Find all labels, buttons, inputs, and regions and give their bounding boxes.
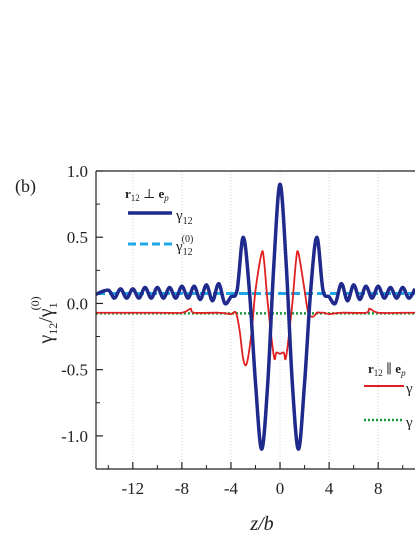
x-tick-label: -4 xyxy=(224,479,239,498)
legend-label-gamma12-0-par: γ xyxy=(405,415,413,431)
ticks: -12 -8 -4 0 4 8 1.0 0.5 0.0 -0.5 -1.0 xyxy=(61,162,404,498)
y-tick-label: 1.0 xyxy=(67,162,88,181)
legend-perpendicular: r12 ⊥ ep γ12 γ12(0) xyxy=(125,186,193,258)
legend-parallel: r12 ∥ ep γ γ xyxy=(364,361,413,431)
legend-label-gamma12-par: γ xyxy=(405,381,413,397)
panel-label: (b) xyxy=(15,176,36,197)
y-tick-label: -1.0 xyxy=(61,427,88,446)
series-layer xyxy=(96,182,415,451)
x-axis-label: z/b xyxy=(249,513,273,535)
x-tick-label: -12 xyxy=(121,479,144,498)
y-axis-label: γ12/γ1(0) xyxy=(28,296,60,344)
y-tick-label: 0.0 xyxy=(67,294,88,313)
legend-header-parallel: r12 ∥ ep xyxy=(368,361,406,378)
legend-header-perpendicular: r12 ⊥ ep xyxy=(125,186,169,203)
x-tick-label: 8 xyxy=(374,479,383,498)
svg-text:γ12/γ1(0): γ12/γ1(0) xyxy=(28,296,60,344)
legend-label-gamma12-perp: γ12 xyxy=(175,208,193,227)
x-tick-label: -8 xyxy=(175,479,189,498)
series-line-par-gamma12 xyxy=(96,250,415,367)
legend-label-gamma12-0-perp: γ12(0) xyxy=(175,234,193,258)
x-tick-label: 0 xyxy=(276,479,285,498)
x-tick-label: 4 xyxy=(325,479,334,498)
y-tick-label: 0.5 xyxy=(67,228,88,247)
series-line-perp-gamma12 xyxy=(96,182,415,451)
grid xyxy=(132,171,379,469)
y-tick-label: -0.5 xyxy=(61,361,88,380)
